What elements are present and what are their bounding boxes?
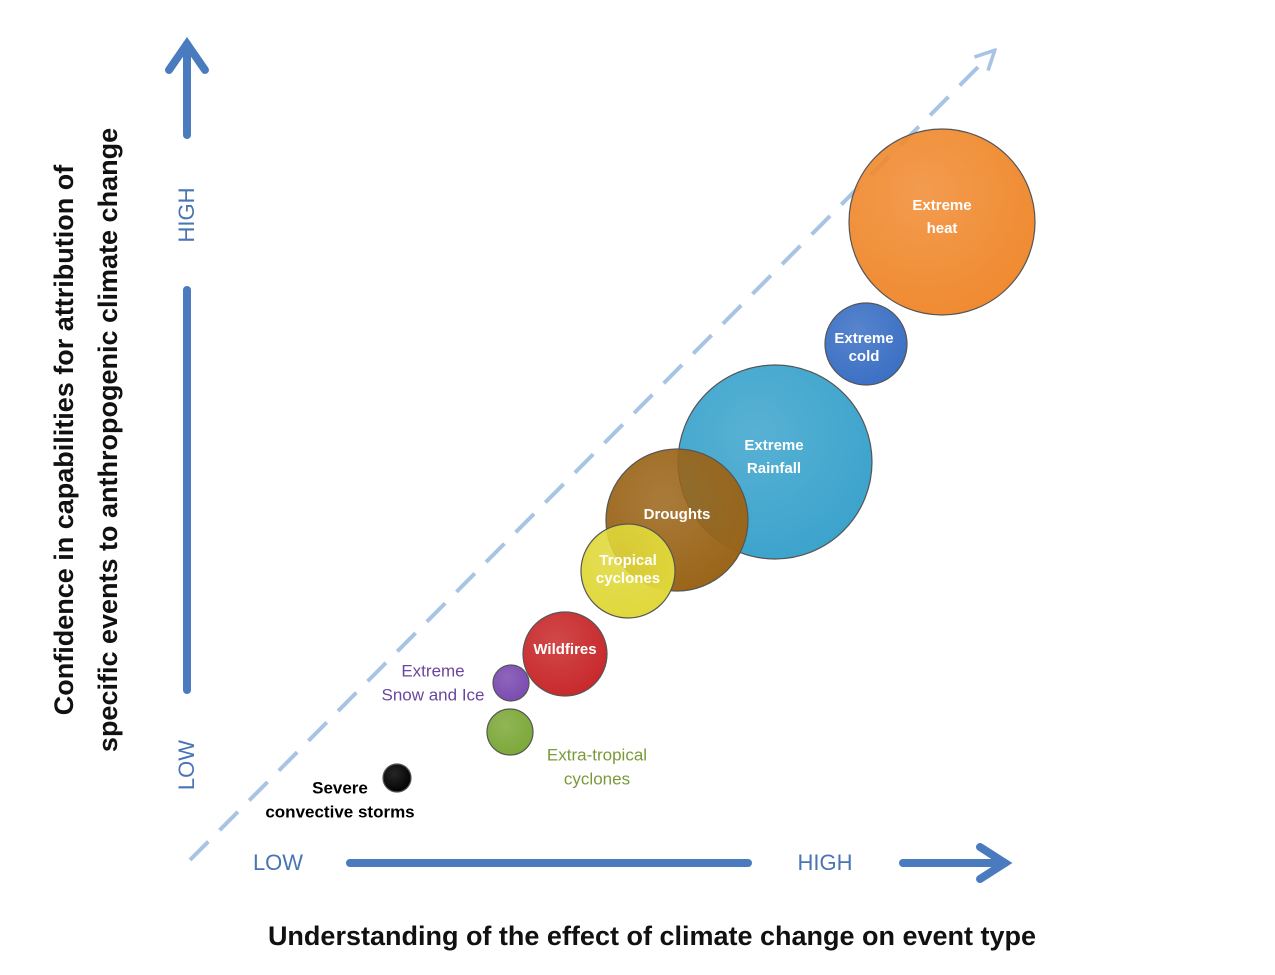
event-label: Droughts: [644, 506, 711, 523]
event-bubble: [382, 763, 412, 793]
event-label: heat: [927, 220, 958, 237]
x-high-label: HIGH: [798, 850, 853, 875]
bubbles: ExtremeheatExtremecoldExtremeRainfallDro…: [265, 128, 1036, 821]
event-bubble: [492, 664, 530, 702]
event-label: Tropical: [599, 552, 657, 569]
event-label: Extreme: [912, 197, 971, 214]
y-low-label: LOW: [174, 740, 199, 790]
y-axis-title: specific events to anthropogenic climate…: [93, 128, 123, 752]
event-label: Wildfires: [533, 641, 596, 658]
event-bubble: [848, 128, 1036, 316]
event-label: Extreme: [744, 437, 803, 454]
y-axis-arrow: [165, 36, 209, 694]
event-label: Extra-tropical: [547, 745, 647, 764]
event-label: Rainfall: [747, 460, 801, 477]
event-bubble: [522, 611, 608, 697]
y-high-label: HIGH: [174, 188, 199, 243]
event-label: Extreme: [834, 330, 893, 347]
x-axis-arrow: [346, 843, 1013, 883]
event-bubble: [580, 523, 676, 619]
event-label: Snow and Ice: [381, 685, 484, 704]
y-axis-title: Confidence in capabilities for attributi…: [49, 164, 79, 716]
event-label: cold: [849, 348, 880, 365]
event-label: Extreme: [401, 661, 464, 680]
event-bubble: [486, 708, 534, 756]
event-label: Severe: [312, 778, 368, 797]
event-label: cyclones: [596, 570, 660, 587]
event-bubble: [824, 302, 908, 386]
x-axis-title: Understanding of the effect of climate c…: [268, 921, 1036, 951]
event-label: convective storms: [265, 802, 414, 821]
x-low-label: LOW: [253, 850, 303, 875]
event-label: cyclones: [564, 769, 630, 788]
